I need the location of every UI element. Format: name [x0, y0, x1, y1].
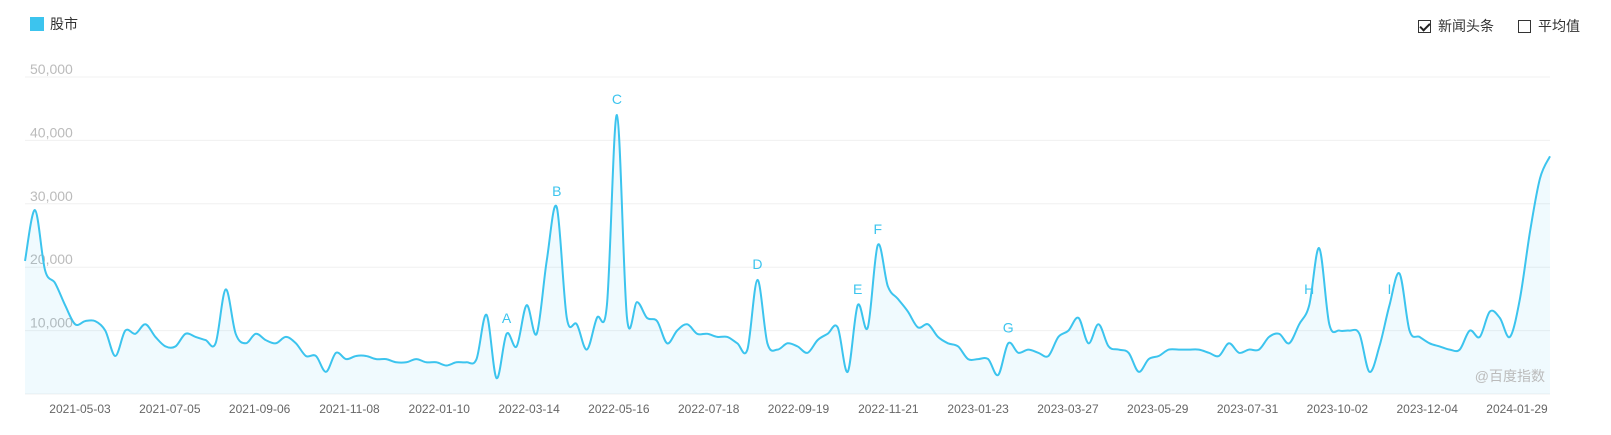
legend-swatch: [30, 17, 44, 31]
news-headlines-toggle[interactable]: 新闻头条: [1418, 16, 1494, 36]
y-tick-label: 30,000: [30, 188, 73, 204]
x-tick-label: 2022-09-19: [768, 402, 830, 416]
x-tick-label: 2021-07-05: [139, 402, 201, 416]
annotation-label: G: [1003, 319, 1014, 335]
x-tick-label: 2022-05-16: [588, 402, 650, 416]
x-tick-label: 2023-07-31: [1217, 402, 1279, 416]
x-tick-label: 2023-10-02: [1307, 402, 1369, 416]
y-tick-label: 50,000: [30, 61, 73, 77]
annotation-label: E: [853, 281, 862, 297]
annotation-label: B: [552, 183, 561, 199]
news-headlines-checkbox[interactable]: [1418, 19, 1431, 33]
average-toggle[interactable]: 平均值: [1518, 16, 1580, 36]
x-tick-label: 2022-03-14: [498, 402, 560, 416]
x-tick-label: 2022-07-18: [678, 402, 740, 416]
x-tick-label: 2022-11-21: [858, 402, 919, 416]
annotation-label: D: [752, 256, 762, 272]
x-tick-label: 2023-05-29: [1127, 402, 1189, 416]
series-line: [24, 113, 1551, 380]
x-tick-label: 2023-01-23: [947, 402, 1009, 416]
x-tick-label: 2023-03-27: [1037, 402, 1099, 416]
average-label: 平均值: [1538, 18, 1580, 34]
series-area: [25, 114, 1550, 394]
annotation-label: C: [612, 91, 622, 107]
news-headlines-label: 新闻头条: [1438, 18, 1494, 34]
x-tick-label: 2022-01-10: [409, 402, 471, 416]
x-tick-label: 2024-01-29: [1486, 402, 1548, 416]
average-checkbox[interactable]: [1518, 19, 1531, 33]
y-tick-label: 40,000: [30, 124, 73, 140]
annotation-label: I: [1388, 281, 1392, 297]
x-tick-label: 2021-11-08: [319, 402, 380, 416]
legend-item-stock-market[interactable]: 股市: [30, 14, 78, 34]
watermark: @百度指数: [1474, 368, 1545, 384]
x-tick-label: 2021-09-06: [229, 402, 291, 416]
y-tick-label: 20,000: [30, 251, 73, 267]
y-tick-label: 10,000: [30, 315, 73, 331]
annotation-label: H: [1304, 281, 1314, 297]
annotation-label: F: [874, 221, 883, 237]
x-tick-label: 2021-05-03: [49, 402, 111, 416]
x-tick-label: 2023-12-04: [1396, 402, 1458, 416]
legend-label: 股市: [50, 16, 78, 32]
annotation-label: A: [502, 310, 512, 326]
